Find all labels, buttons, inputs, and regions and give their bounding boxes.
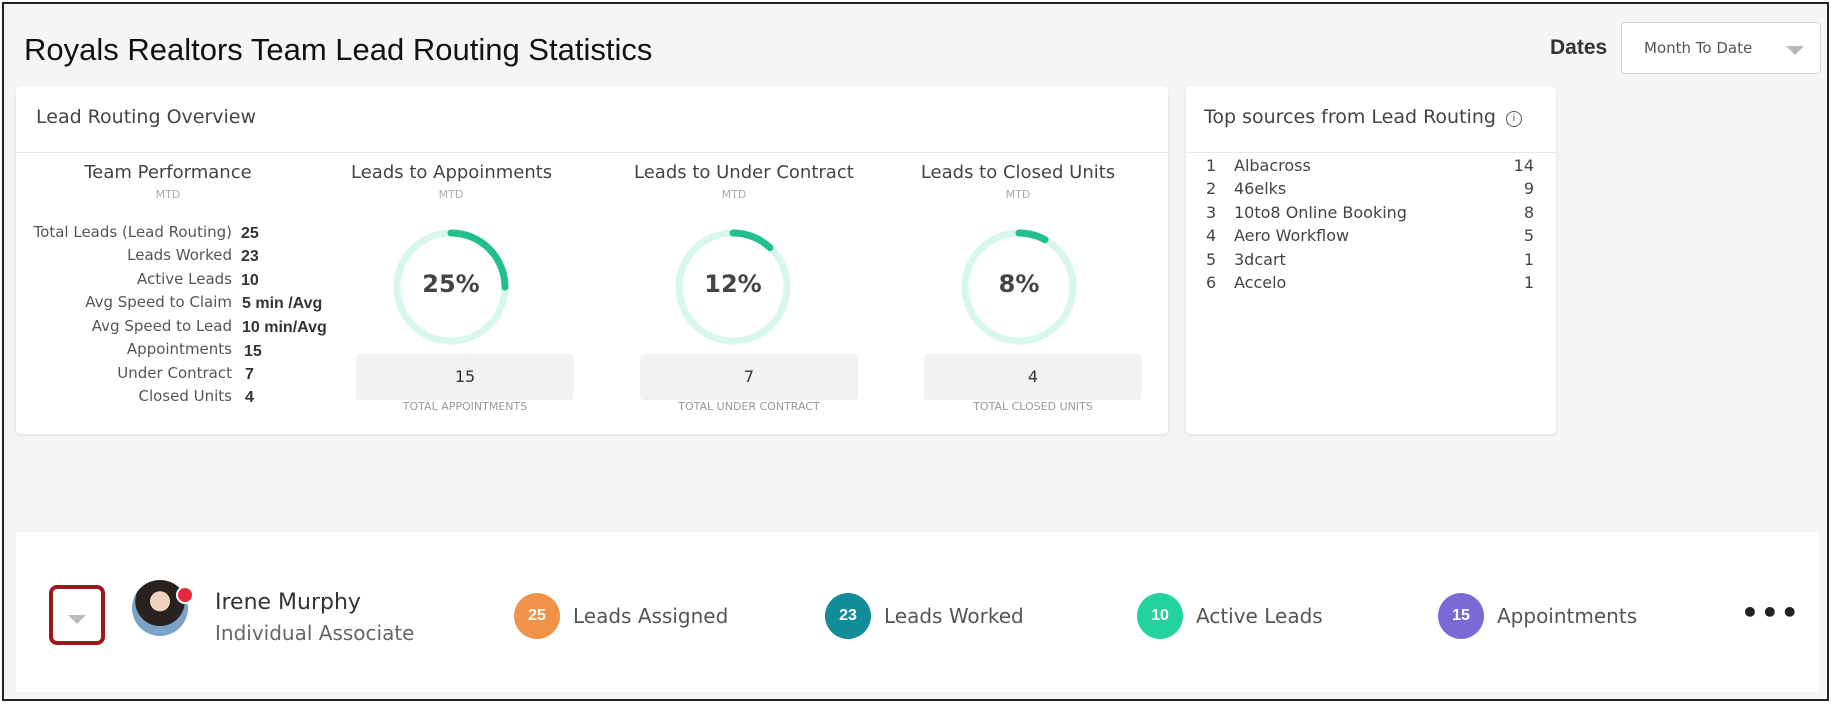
source-rank: 2 <box>1206 179 1217 198</box>
source-name: 10to8 Online Booking <box>1234 203 1407 222</box>
top-sources-card: Top sources from Lead Routing i 1 Albacro… <box>1186 86 1556 434</box>
source-row: 1 Albacross 14 <box>1206 156 1534 178</box>
donut-percent-text: 8% <box>998 270 1040 298</box>
agent-role: Individual Associate <box>215 621 415 645</box>
donut-arc <box>961 229 1077 345</box>
source-count: 1 <box>1523 273 1534 292</box>
stat-label: Appointments <box>126 340 232 358</box>
count-badge: 10 <box>1137 593 1183 639</box>
card-divider <box>16 152 1168 153</box>
source-row: 3 10to8 Online Booking 8 <box>1206 203 1534 225</box>
stat-label: Leads Worked <box>127 246 232 264</box>
source-name: 46elks <box>1234 179 1287 198</box>
percent-donut: 25% <box>386 222 516 352</box>
source-count: 8 <box>1523 203 1534 222</box>
count-badge: 23 <box>825 593 871 639</box>
metric-label: Appointments <box>1497 604 1638 628</box>
page-title: Royals Realtors Team Lead Routing Statis… <box>24 32 653 67</box>
donut-chart <box>393 229 509 345</box>
chevron-down-icon <box>1786 46 1804 55</box>
donut-percent-text: 12% <box>704 270 762 298</box>
source-row: 4 Aero Workflow 5 <box>1206 226 1534 248</box>
gauge-heading: Leads to Appoinments <box>351 162 553 183</box>
source-count: 9 <box>1523 179 1534 198</box>
total-box: 4 <box>924 354 1142 400</box>
source-name: Aero Workflow <box>1234 226 1350 245</box>
source-rank: 5 <box>1206 250 1217 269</box>
total-caption: TOTAL CLOSED UNITS <box>973 400 1093 413</box>
info-icon[interactable]: i <box>1505 111 1522 127</box>
lead-routing-overview-card: Lead Routing Overview Team Performance M… <box>16 86 1168 434</box>
gauge-sub: MTD <box>721 188 747 201</box>
total-caption: TOTAL APPOINTMENTS <box>402 400 528 413</box>
total-caption: TOTAL UNDER CONTRACT <box>678 400 820 413</box>
chevron-down-icon <box>68 615 86 624</box>
stat-value: 7 <box>245 366 254 383</box>
gauge-sub: MTD <box>1005 188 1031 201</box>
source-rank: 4 <box>1206 226 1217 245</box>
stat-value: 10 <box>241 272 259 289</box>
stat-label: Avg Speed to Lead <box>91 317 232 335</box>
dates-dropdown[interactable]: Month To Date <box>1621 22 1821 74</box>
stat-value: 10 min/Avg <box>242 319 327 336</box>
card-divider <box>1186 152 1556 153</box>
gauge-sub: MTD <box>438 188 464 201</box>
stat-value: 5 min /Avg <box>242 295 323 312</box>
donut-chart <box>675 229 791 345</box>
source-count: 5 <box>1523 226 1534 245</box>
stat-value: 4 <box>245 389 254 406</box>
stat-label: Total Leads (Lead Routing) <box>33 223 232 241</box>
donut-chart <box>961 229 1077 345</box>
stat-label: Avg Speed to Claim <box>85 293 232 311</box>
stat-value: 15 <box>244 343 262 360</box>
source-row: 6 Accelo 1 <box>1206 273 1534 295</box>
team-performance-heading: Team Performance <box>84 162 252 183</box>
source-rank: 1 <box>1206 156 1217 175</box>
overview-card-title: Lead Routing Overview <box>36 106 257 128</box>
source-name: 3dcart <box>1234 250 1286 269</box>
percent-donut: 8% <box>954 222 1084 352</box>
more-options-icon[interactable]: ••• <box>1741 596 1801 629</box>
dates-label: Dates <box>1550 36 1608 59</box>
metric-label: Leads Worked <box>884 604 1024 628</box>
stat-value: 23 <box>241 248 259 265</box>
dates-dropdown-value: Month To Date <box>1644 39 1753 57</box>
source-name: Accelo <box>1234 273 1287 292</box>
stat-label: Closed Units <box>138 387 232 405</box>
total-box: 7 <box>640 354 858 400</box>
expand-row-button[interactable] <box>49 585 105 645</box>
donut-arc <box>675 229 791 345</box>
gauge-heading: Leads to Closed Units <box>920 162 1116 183</box>
stat-label: Active Leads <box>136 270 232 288</box>
source-count: 1 <box>1523 250 1534 269</box>
team-performance-sub: MTD <box>155 188 181 201</box>
status-dot-icon <box>176 586 194 604</box>
total-box: 15 <box>356 354 574 400</box>
source-rank: 6 <box>1206 273 1217 292</box>
source-count: 14 <box>1513 156 1534 175</box>
source-row: 2 46elks 9 <box>1206 179 1534 201</box>
top-sources-title-text: Top sources from Lead Routing <box>1204 106 1496 128</box>
donut-percent-text: 25% <box>422 270 480 298</box>
source-row: 5 3dcart 1 <box>1206 250 1534 272</box>
metric-label: Active Leads <box>1196 604 1323 628</box>
count-badge: 15 <box>1438 593 1484 639</box>
top-sources-title: Top sources from Lead Routing i <box>1204 106 1522 128</box>
source-name: Albacross <box>1234 156 1311 175</box>
count-badge: 25 <box>514 593 560 639</box>
metric-label: Leads Assigned <box>573 604 729 628</box>
stat-label: Under Contract <box>117 364 232 382</box>
agent-name[interactable]: Irene Murphy <box>215 590 361 615</box>
stat-value: 25 <box>241 225 259 242</box>
percent-donut: 12% <box>668 222 798 352</box>
donut-arc <box>393 229 509 345</box>
agent-row <box>16 532 1819 692</box>
source-rank: 3 <box>1206 203 1217 222</box>
gauge-heading: Leads to Under Contract <box>634 162 854 183</box>
